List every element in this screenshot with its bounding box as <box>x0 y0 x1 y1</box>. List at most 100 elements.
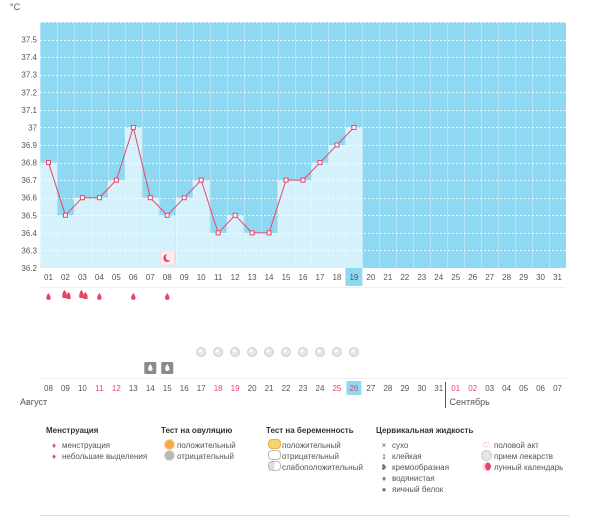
day-label: 18 <box>332 273 341 282</box>
y-tick-label: 37 <box>28 123 37 132</box>
temperature-bar <box>90 197 108 268</box>
calendar-date: 24 <box>316 384 325 393</box>
sticky-icon: ɪ <box>382 452 386 461</box>
pregnancy-positive-icon <box>267 439 281 449</box>
calendar-date: 23 <box>299 384 308 393</box>
pill-highlight <box>198 349 202 353</box>
calendar-date: 01 <box>451 384 460 393</box>
day-label: 20 <box>366 273 375 282</box>
temperature-point <box>283 177 289 183</box>
temperature-bar <box>56 215 74 268</box>
temperature-point <box>130 124 136 130</box>
day-label: 02 <box>61 273 70 282</box>
calendar-date: 25 <box>332 384 341 393</box>
temperature-bar <box>192 180 210 268</box>
legend-item: ♦ небольшие выделения <box>46 451 147 462</box>
temperature-point <box>232 212 238 218</box>
moon-icon <box>481 461 491 471</box>
calendar-date: 11 <box>95 384 104 393</box>
temperature-bar <box>124 127 142 268</box>
calendar-date: 05 <box>519 384 528 393</box>
calendar-date: 15 <box>163 384 172 393</box>
y-axis-unit: °C <box>10 2 21 12</box>
temperature-bar <box>175 197 193 268</box>
temperature-bar <box>73 197 91 268</box>
day-label: 15 <box>282 273 291 282</box>
legend-ovulation: Тест на овуляцию положительный отрицател… <box>161 426 236 462</box>
legend-fluid: Цервикальная жидкость × сухо ɪ клейкая ❥ кр… <box>376 426 473 495</box>
day-label: 08 <box>163 273 172 282</box>
calendar-date: 08 <box>44 384 53 393</box>
y-tick-label: 36.2 <box>21 264 37 273</box>
pill-highlight <box>334 349 338 353</box>
month-label-left: Август <box>20 397 47 407</box>
temperature-point <box>96 195 102 201</box>
pill-highlight <box>317 349 321 353</box>
temperature-point <box>266 230 272 236</box>
day-label: 23 <box>417 273 426 282</box>
temperature-point <box>317 160 323 166</box>
day-label: 17 <box>316 273 325 282</box>
day-label: 30 <box>536 273 545 282</box>
legend-item: прием лекарств <box>478 449 563 462</box>
pill-highlight <box>249 349 253 353</box>
temperature-point <box>113 177 119 183</box>
calendar-date: 07 <box>553 384 562 393</box>
temperature-bar <box>311 162 329 268</box>
fluid-drop-icon <box>165 364 170 371</box>
day-label: 11 <box>214 273 223 282</box>
legend-item: положительный <box>266 439 363 451</box>
pregnancy-negative-icon <box>267 450 281 460</box>
y-tick-label: 37.2 <box>21 88 37 97</box>
day-label: 22 <box>400 273 409 282</box>
small-drop-icon <box>97 293 102 300</box>
calendar-date: 03 <box>485 384 494 393</box>
calendar-date: 04 <box>502 384 511 393</box>
y-tick-label: 36.5 <box>21 211 37 220</box>
calendar-date: 28 <box>383 384 392 393</box>
y-tick-label: 37.5 <box>21 36 37 45</box>
calendar-date: 18 <box>214 384 223 393</box>
temperature-point <box>351 124 357 130</box>
legend-item: ♦ менструация <box>46 440 147 451</box>
day-label: 16 <box>299 273 308 282</box>
calendar-date: 30 <box>417 384 426 393</box>
legend-menstruation: Менструация ♦ менструация ♦ небольшие выде… <box>46 426 147 462</box>
menstruation-drop-icon <box>62 290 71 299</box>
day-label: 01 <box>44 273 53 282</box>
temperature-point <box>334 142 340 148</box>
temperature-point <box>45 160 51 166</box>
day-label: 10 <box>197 273 206 282</box>
legend-title: Цервикальная жидкость <box>376 426 474 435</box>
temperature-point <box>147 195 153 201</box>
menstruation-drop-icon <box>79 290 88 299</box>
temperature-bar <box>294 180 312 268</box>
calendar-date: 21 <box>265 384 274 393</box>
calendar-date: 06 <box>536 384 545 393</box>
temperature-bar <box>226 215 244 268</box>
y-tick-label: 36.9 <box>21 141 37 150</box>
day-label: 03 <box>78 273 87 282</box>
day-label: 06 <box>129 273 138 282</box>
temperature-bar <box>107 180 125 268</box>
pill-icon <box>480 449 492 461</box>
legend-other: . ♡половой акт прием лекарств лунный кал… <box>478 426 563 473</box>
day-label: 04 <box>95 273 104 282</box>
calendar-date: 22 <box>282 384 291 393</box>
day-label: 14 <box>265 273 274 282</box>
legend-item: отрицательный <box>161 450 236 462</box>
day-label: 24 <box>434 273 443 282</box>
legend-title: Менструация <box>46 426 99 435</box>
pill-highlight <box>283 349 287 353</box>
creamy-icon: ❥ <box>380 463 388 472</box>
calendar-date: 09 <box>61 384 70 393</box>
fluid-drop-icon <box>148 364 153 371</box>
temperature-bar <box>345 127 363 268</box>
y-tick-label: 37.4 <box>21 53 37 62</box>
temperature-point <box>164 212 170 218</box>
pill-highlight <box>215 349 219 353</box>
ovulation-negative-icon <box>164 450 174 460</box>
legend-item: слабоположительный <box>266 461 363 473</box>
legend-title: Тест на беременность <box>266 426 354 435</box>
month-label-right: Сентябрь <box>450 397 491 407</box>
